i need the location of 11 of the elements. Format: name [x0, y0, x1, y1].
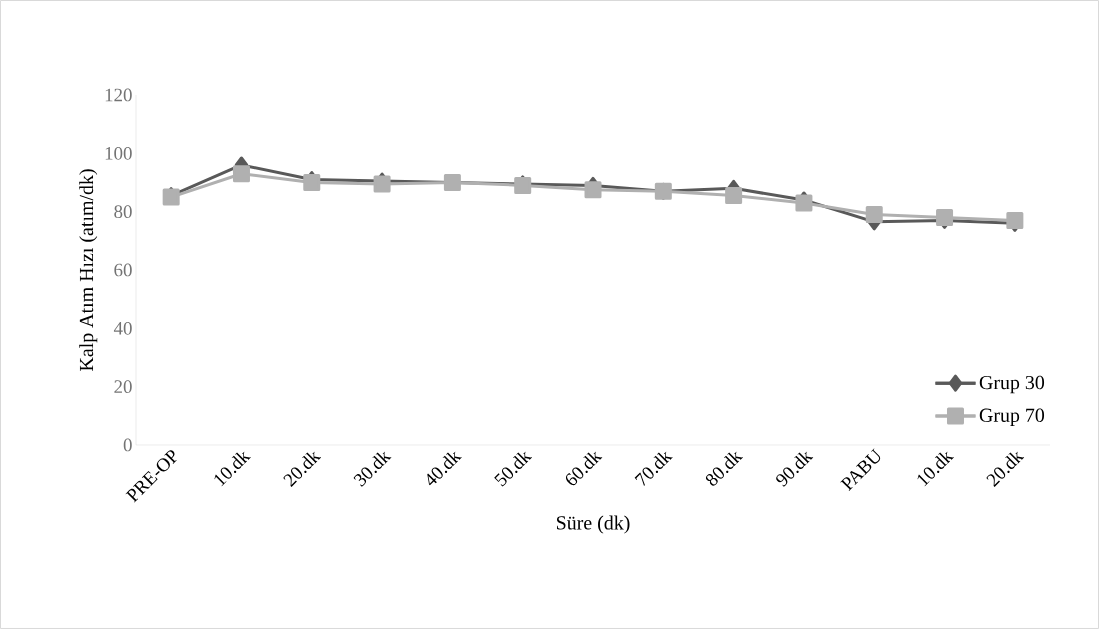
y-tick-label: 100	[105, 146, 132, 160]
y-tick-label: 60	[114, 263, 132, 277]
y-tick-label: 40	[113, 321, 132, 335]
y-tick-label: 20	[114, 380, 132, 394]
legend-label: Grup 30	[979, 375, 1045, 394]
y-tick-label: 0	[123, 438, 132, 452]
legend-label: Grup 70	[979, 408, 1045, 427]
y-tick-label: 80	[114, 205, 132, 219]
x-axis-title: Süre (dk)	[556, 515, 630, 534]
y-tick-label: 120	[105, 88, 132, 102]
y-axis-title: Kalp Atım Hızı (atım/dk)	[79, 169, 98, 371]
